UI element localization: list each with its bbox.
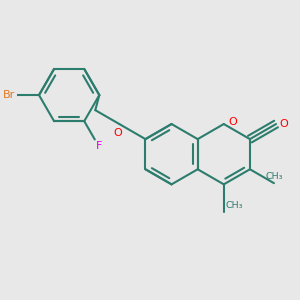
Text: F: F [96,141,102,151]
Text: Br: Br [2,90,15,100]
Text: CH₃: CH₃ [265,172,283,182]
Text: O: O [229,117,238,128]
Text: O: O [113,128,122,138]
Text: CH₃: CH₃ [226,201,243,210]
Text: O: O [279,119,288,129]
